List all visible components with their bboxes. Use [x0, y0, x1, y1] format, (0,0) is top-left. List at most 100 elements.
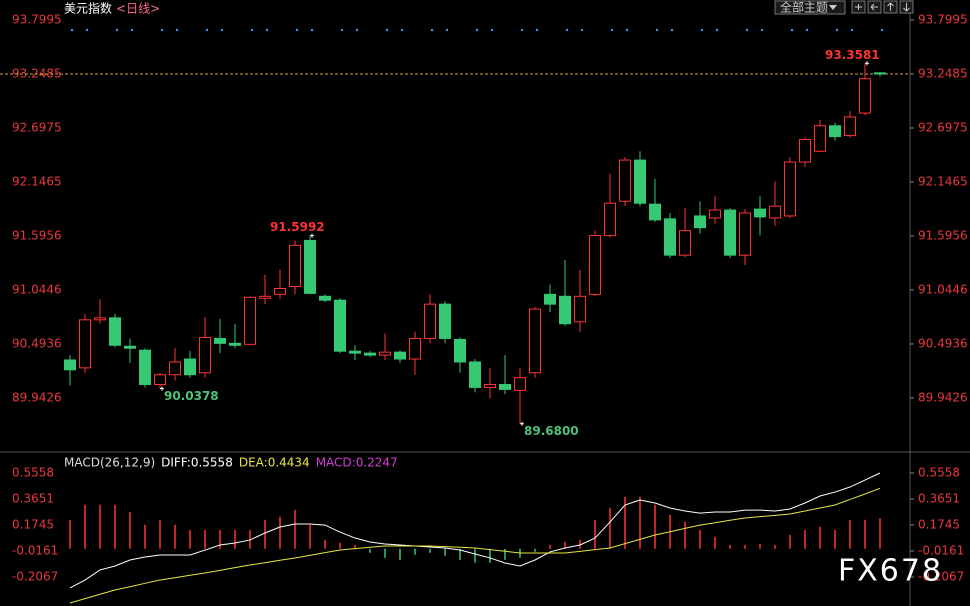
- y-tick-label: 91.5956: [918, 228, 968, 242]
- chart-title: 美元指数: [64, 1, 112, 16]
- marker-dot: [310, 28, 314, 32]
- marker-dot: [295, 28, 299, 32]
- extreme-label: 93.3581: [825, 48, 880, 62]
- marker-dot: [400, 28, 404, 32]
- marker-dot: [715, 28, 719, 32]
- marker-dot: [265, 28, 269, 32]
- candle-body: [289, 244, 301, 288]
- candle-body: [604, 202, 616, 237]
- candle-body: [799, 139, 811, 163]
- marker-dot: [490, 28, 494, 32]
- macd-line: [69, 472, 881, 589]
- marker-dot: [385, 28, 389, 32]
- marker-dot: [850, 28, 854, 32]
- legend-entry: MACD:0.2247: [316, 456, 398, 470]
- marker-dot: [745, 28, 749, 32]
- period-label: <日线>: [116, 2, 160, 16]
- candle-body: [259, 295, 271, 299]
- candle-body: [349, 350, 361, 354]
- toolbar: 全部主题: [774, 0, 914, 15]
- candle-body: [739, 212, 751, 256]
- marker-dot: [805, 28, 809, 32]
- candle-body: [454, 338, 466, 363]
- marker-dot: [130, 28, 134, 32]
- y-tick-label-left: -0.2067: [12, 570, 58, 584]
- y-tick-label-left: -0.0161: [12, 544, 58, 558]
- macd-line: [69, 487, 881, 604]
- y-tick-label-left: 92.1465: [12, 174, 62, 188]
- candle-body: [499, 383, 511, 390]
- y-tick-label-left: 91.0446: [12, 282, 62, 296]
- y-tick-label-left: 91.5956: [12, 228, 62, 242]
- marker-dot: [835, 28, 839, 32]
- marker-dot: [655, 28, 659, 32]
- dropdown-arrow: [829, 5, 837, 10]
- legend-entry: DIFF:0.5558: [161, 456, 233, 470]
- candle-body: [634, 159, 646, 204]
- extreme-marker: [865, 61, 869, 66]
- candle-body: [469, 361, 481, 388]
- y-tick-label: -0.2067: [918, 570, 964, 584]
- candle-body: [274, 287, 286, 295]
- marker-dot: [535, 28, 539, 32]
- marker-dot: [175, 28, 179, 32]
- theme-button[interactable]: [774, 0, 846, 15]
- marker-dot: [475, 28, 479, 32]
- candle-body: [244, 296, 256, 345]
- legend-entry: DEA:0.4434: [239, 456, 310, 470]
- theme-button-label: 全部主题: [780, 0, 828, 15]
- marker-dot: [790, 28, 794, 32]
- icon: [903, 3, 910, 12]
- marker-dot: [355, 28, 359, 32]
- marker-dot: [70, 28, 74, 32]
- candle-body: [829, 125, 841, 138]
- candle-body: [229, 342, 241, 346]
- candle-body: [874, 72, 886, 75]
- candle-body: [124, 345, 136, 349]
- candle-body: [409, 337, 421, 360]
- candle-body: [709, 209, 721, 219]
- candle-body: [139, 349, 151, 385]
- y-tick-label: 90.4936: [918, 336, 968, 350]
- marker-dot: [445, 28, 449, 32]
- candle-body: [784, 161, 796, 217]
- y-tick-label: 0.3651: [918, 492, 960, 506]
- marker-dot: [625, 28, 629, 32]
- candle-body: [619, 159, 631, 202]
- candle-body: [394, 351, 406, 360]
- y-tick-label: 89.9426: [918, 390, 968, 404]
- indicator-title: MACD(26,12,9): [64, 456, 155, 470]
- icon: [887, 2, 894, 11]
- extreme-label: 90.0378: [164, 389, 219, 403]
- y-tick-label: 0.5558: [918, 466, 960, 480]
- y-tick-label: 91.0446: [918, 282, 968, 296]
- y-tick-label-left: 89.9426: [12, 390, 62, 404]
- candle-body: [304, 239, 316, 294]
- marker-dot: [85, 28, 89, 32]
- candle-body: [859, 78, 871, 114]
- y-tick-label: 92.6975: [918, 120, 968, 134]
- y-tick-label: 0.1745: [918, 518, 960, 532]
- y-tick-label-left: 90.4936: [12, 336, 62, 350]
- candle-body: [319, 295, 331, 301]
- candle-body: [724, 209, 736, 256]
- candle-body: [559, 295, 571, 325]
- marker-dot: [340, 28, 344, 32]
- y-tick-label: -0.0161: [918, 544, 964, 558]
- candle-body: [109, 317, 121, 346]
- extreme-label: 89.6800: [524, 424, 579, 438]
- y-tick-label-left: 0.5558: [12, 466, 54, 480]
- extreme-marker: [160, 386, 164, 391]
- icon: [870, 3, 878, 11]
- candle-body: [199, 336, 211, 374]
- candle-body: [754, 208, 766, 218]
- candle-body: [184, 358, 196, 376]
- candle-body: [79, 319, 91, 369]
- marker-dot: [115, 28, 119, 32]
- marker-dot: [565, 28, 569, 32]
- candle-body: [379, 351, 391, 356]
- watermark: FX678: [838, 554, 943, 589]
- candle-body: [64, 359, 76, 371]
